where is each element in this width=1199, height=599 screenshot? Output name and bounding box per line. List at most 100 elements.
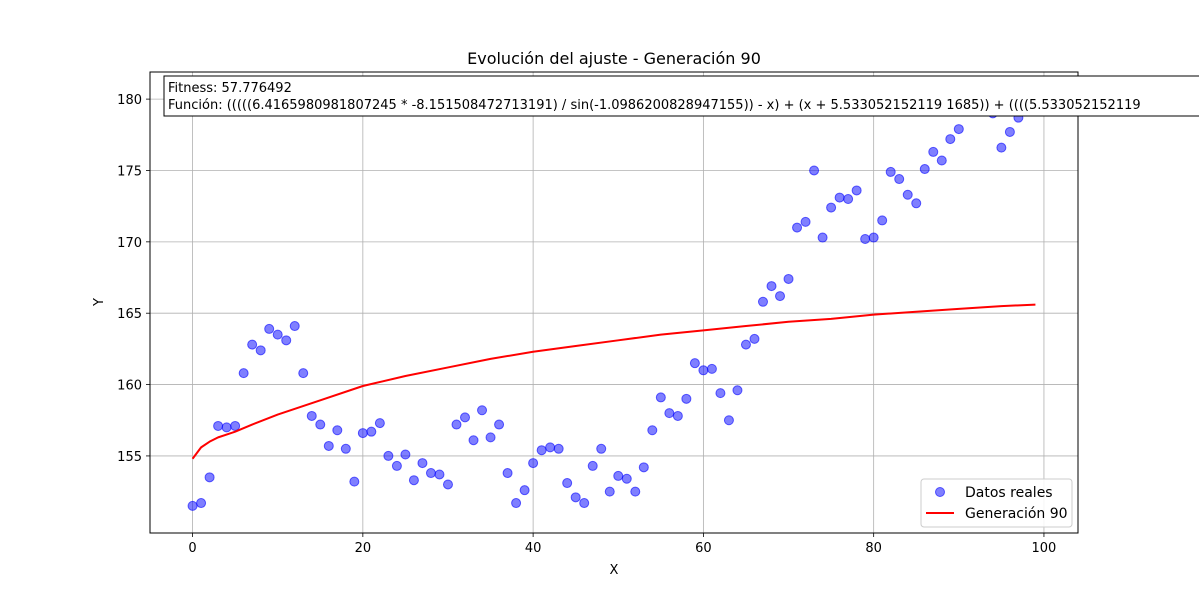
x-tick-label: 0 xyxy=(188,541,196,556)
data-point xyxy=(809,165,820,176)
y-tick-label: 175 xyxy=(117,164,142,179)
y-axis-label: Y xyxy=(92,298,107,307)
data-point xyxy=(494,419,505,430)
data-point xyxy=(928,146,939,157)
data-point xyxy=(502,468,513,479)
data-point xyxy=(604,486,615,497)
data-point xyxy=(843,194,854,205)
data-point xyxy=(579,498,590,509)
data-point xyxy=(442,479,453,490)
data-point xyxy=(204,472,215,483)
data-point xyxy=(247,339,258,350)
data-point xyxy=(264,323,275,334)
data-point xyxy=(281,335,292,346)
data-point xyxy=(332,425,343,436)
data-point xyxy=(817,232,828,243)
data-point xyxy=(647,425,658,436)
x-tick-label: 100 xyxy=(1032,541,1057,556)
data-point xyxy=(749,333,760,344)
data-point xyxy=(366,426,377,437)
data-point xyxy=(383,450,394,461)
data-point xyxy=(740,339,751,350)
data-point xyxy=(732,385,743,396)
x-axis-ticks: 0 20 40 60 80 100 xyxy=(188,533,1056,556)
series-generacion-90 xyxy=(191,303,1036,460)
data-point xyxy=(511,498,522,509)
x-tick-label: 80 xyxy=(865,541,882,556)
data-point xyxy=(485,432,496,443)
data-point xyxy=(783,273,794,284)
data-point xyxy=(630,486,641,497)
x-tick-label: 20 xyxy=(355,541,372,556)
data-point xyxy=(349,476,360,487)
data-point xyxy=(536,445,547,456)
data-point xyxy=(460,412,471,423)
data-point xyxy=(400,449,411,460)
data-point xyxy=(196,498,207,509)
data-point xyxy=(570,492,581,503)
fit-line xyxy=(191,303,1036,460)
plot-area-frame xyxy=(149,71,1079,534)
data-point xyxy=(689,358,700,369)
data-point xyxy=(621,473,632,484)
data-point xyxy=(885,166,896,177)
legend: Datos reales Generación 90 xyxy=(920,478,1073,528)
data-point xyxy=(1004,126,1015,137)
data-point xyxy=(374,418,385,429)
data-point xyxy=(391,460,402,471)
data-point xyxy=(528,458,539,469)
data-point xyxy=(715,388,726,399)
y-tick-label: 180 xyxy=(117,93,142,108)
data-point xyxy=(894,174,905,185)
data-point xyxy=(323,440,334,451)
data-point xyxy=(996,142,1007,153)
data-point xyxy=(638,462,649,473)
data-point xyxy=(434,469,445,480)
data-point xyxy=(613,470,624,481)
y-tick-label: 155 xyxy=(117,450,142,465)
data-point xyxy=(315,419,326,430)
data-point xyxy=(953,124,964,135)
data-point xyxy=(936,155,947,166)
data-point xyxy=(919,164,930,175)
data-point xyxy=(238,368,249,379)
legend-label-generacion-90: Generación 90 xyxy=(965,506,1068,522)
annotation-fitness: Fitness: 57.776492 xyxy=(168,81,292,96)
chart-title: Evolución del ajuste - Generación 90 xyxy=(467,49,761,68)
data-point xyxy=(860,233,871,244)
data-point xyxy=(902,189,913,200)
y-axis-ticks: 155 160 165 170 175 180 xyxy=(117,93,150,465)
data-point xyxy=(545,442,556,453)
x-tick-label: 40 xyxy=(525,541,542,556)
y-tick-label: 165 xyxy=(117,307,142,322)
grid-lines xyxy=(150,72,1078,533)
legend-label-datos-reales: Datos reales xyxy=(965,485,1053,501)
data-point xyxy=(775,291,786,302)
data-point xyxy=(221,422,232,433)
data-point xyxy=(757,296,768,307)
data-point xyxy=(877,215,888,226)
data-point xyxy=(213,420,224,431)
data-point xyxy=(425,468,436,479)
data-point xyxy=(298,368,309,379)
data-point xyxy=(340,443,351,454)
data-point xyxy=(723,415,734,426)
x-tick-label: 60 xyxy=(695,541,712,556)
y-tick-label: 160 xyxy=(117,379,142,394)
data-point xyxy=(706,363,717,374)
data-point xyxy=(851,185,862,196)
data-point xyxy=(255,345,266,356)
data-point xyxy=(519,485,530,496)
data-point xyxy=(681,393,692,404)
data-point xyxy=(306,410,317,421)
data-point xyxy=(562,478,573,489)
y-tick-label: 170 xyxy=(117,236,142,251)
data-point xyxy=(451,419,462,430)
data-point xyxy=(357,428,368,439)
data-point xyxy=(272,329,283,340)
data-point xyxy=(655,392,666,403)
annotation-function: Función: (((((6.4165980981807245 * -8.15… xyxy=(168,98,1141,113)
data-point xyxy=(553,443,564,454)
data-point xyxy=(664,408,675,419)
